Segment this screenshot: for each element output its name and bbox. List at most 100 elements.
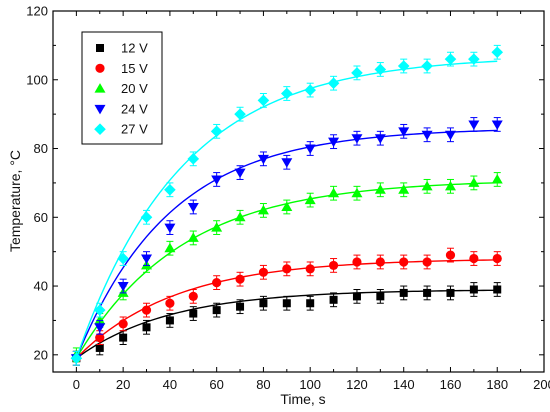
data-point	[328, 187, 340, 198]
data-point	[375, 257, 385, 267]
data-point	[281, 158, 293, 168]
data-point	[257, 204, 269, 215]
data-point	[446, 288, 455, 297]
data-point	[187, 153, 200, 165]
data-point	[210, 125, 223, 138]
data-point	[93, 304, 106, 316]
data-point	[423, 288, 432, 297]
data-point	[212, 306, 221, 315]
data-point	[327, 77, 340, 89]
y-tick-label: 60	[34, 210, 48, 225]
data-point	[491, 173, 503, 184]
data-point	[281, 87, 293, 100]
data-point	[444, 180, 456, 191]
data-point	[493, 285, 502, 294]
data-point	[187, 202, 199, 213]
data-point	[468, 120, 480, 130]
data-point	[399, 288, 408, 297]
y-axis-title: Temperature,	[7, 166, 23, 252]
data-point	[352, 292, 361, 301]
x-tick-label: 180	[486, 377, 508, 392]
data-point	[491, 46, 504, 59]
data-point	[70, 352, 83, 365]
data-point	[444, 53, 457, 65]
data-point	[328, 260, 339, 271]
data-point	[234, 168, 246, 179]
data-point	[399, 257, 409, 267]
data-point	[444, 130, 456, 141]
y-tick-label: 100	[26, 72, 48, 87]
data-point	[445, 250, 456, 260]
y-tick-label: 20	[34, 347, 48, 362]
data-point	[259, 299, 268, 308]
svg-text:Temperature, °C: Temperature, °C	[7, 150, 23, 252]
data-point	[234, 211, 246, 222]
data-point	[374, 184, 386, 194]
data-point	[119, 333, 128, 342]
x-tick-label: 20	[116, 377, 130, 392]
data-point	[165, 316, 174, 325]
data-point	[236, 302, 245, 311]
data-point	[94, 314, 106, 325]
data-point	[187, 232, 199, 242]
data-point	[421, 130, 433, 141]
legend-marker	[94, 123, 106, 135]
data-point	[140, 211, 153, 224]
data-point	[211, 222, 223, 232]
data-point	[469, 285, 478, 294]
data-point	[164, 242, 176, 253]
x-tick-label: 200	[533, 377, 550, 392]
data-point	[304, 194, 316, 205]
data-point	[469, 253, 479, 264]
data-point	[117, 252, 129, 265]
y-axis-unit: °C	[7, 150, 23, 166]
data-point	[257, 94, 270, 107]
data-point	[468, 177, 480, 187]
data-point	[164, 223, 176, 234]
data-point	[374, 134, 386, 144]
y-axis-label: Temperature, °C	[7, 150, 23, 252]
data-point	[212, 278, 222, 288]
data-point	[374, 63, 387, 76]
series-24v	[70, 117, 503, 366]
data-point	[95, 333, 105, 343]
data-point	[141, 305, 152, 315]
legend-label: 12 V	[121, 41, 148, 56]
legend-label: 20 V	[121, 81, 148, 96]
data-point	[422, 257, 432, 267]
x-tick-label: 100	[299, 377, 321, 392]
data-point	[305, 264, 315, 274]
data-point	[281, 201, 293, 211]
legend: 12 V 15 V 20 V 24 V 27 V	[81, 31, 163, 145]
data-point	[188, 291, 198, 301]
data-point	[351, 67, 363, 79]
data-point	[94, 323, 106, 333]
data-point	[351, 134, 363, 144]
data-point	[211, 175, 223, 185]
legend-label: 27 V	[121, 122, 148, 137]
data-point	[95, 343, 104, 352]
x-tick-label: 80	[256, 377, 270, 392]
data-point	[351, 187, 363, 198]
data-point	[398, 127, 410, 137]
data-point	[258, 267, 269, 277]
data-point	[304, 84, 316, 96]
data-point	[282, 299, 291, 308]
series-15v	[71, 247, 502, 366]
data-point	[492, 253, 502, 264]
y-tick-label: 80	[34, 141, 48, 156]
data-point	[304, 144, 316, 155]
data-point	[398, 184, 410, 194]
data-point	[117, 282, 129, 292]
legend-label: 15 V	[121, 61, 148, 76]
legend-label: 24 V	[121, 101, 148, 116]
data-point	[282, 264, 292, 274]
data-point	[118, 319, 128, 329]
x-tick-label: 60	[209, 377, 223, 392]
series-27v	[70, 44, 504, 366]
plot-area: 0 20 40 60 80 100 120 140 160 180 200 20 40 60 80 100 12…	[26, 4, 550, 393]
data-point	[468, 53, 480, 65]
data-point	[491, 120, 503, 130]
data-point	[164, 183, 176, 196]
